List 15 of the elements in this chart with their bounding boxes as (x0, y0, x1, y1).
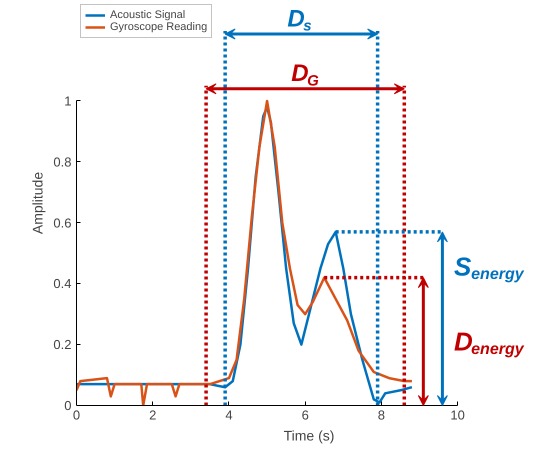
x-axis-title: Time (s) (284, 428, 334, 444)
y-tick-label: 0.4 (53, 276, 72, 292)
y-tick-label: 0.6 (53, 215, 72, 230)
x-tick-label: 6 (302, 408, 309, 422)
y-tick-label: 0 (64, 398, 72, 413)
legend-label: Acoustic Signal (110, 9, 186, 21)
y-tick-label: 0.8 (53, 154, 72, 170)
y-tick-label: 0.2 (53, 337, 72, 352)
legend-label: Gyroscope Reading (110, 21, 208, 33)
y-axis-title: Amplitude (29, 172, 46, 234)
x-tick-label: 4 (225, 408, 233, 422)
y-tick-label: 1 (64, 93, 72, 108)
x-tick-label: 10 (450, 408, 465, 422)
x-tick-label: 8 (378, 408, 386, 422)
x-tick-label: 2 (149, 408, 156, 422)
